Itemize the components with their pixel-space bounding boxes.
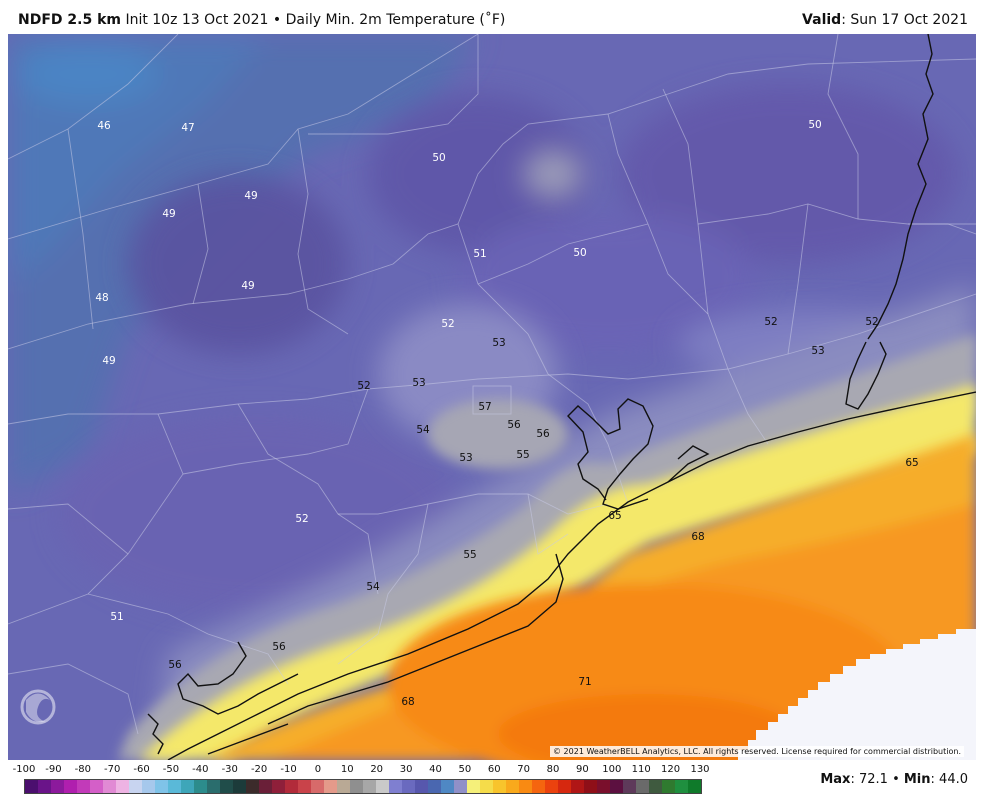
valid-time: Valid: Sun 17 Oct 2021	[802, 12, 968, 28]
max-label: Max	[820, 772, 851, 787]
copyright-notice: © 2021 WeatherBELL Analytics, LLC. All r…	[550, 746, 964, 757]
temperature-label: 52	[295, 513, 308, 525]
colorbar-tick: 50	[458, 764, 472, 775]
colorbar-tick: 20	[370, 764, 384, 775]
max-min-summary: Max: 72.1 • Min: 44.0	[820, 772, 968, 787]
temperature-label: 55	[516, 449, 529, 461]
colorbar-tick: 70	[517, 764, 531, 775]
min-label: Min	[903, 772, 931, 787]
temperature-label: 49	[162, 208, 175, 220]
colorbar-tick: 120	[661, 764, 681, 775]
map-header: NDFD 2.5 km Init 10z 13 Oct 2021 • Daily…	[0, 0, 984, 34]
colorbar-tick: 110	[631, 764, 651, 775]
init-time: Init 10z 13 Oct 2021	[125, 12, 269, 28]
valid-label: Valid	[802, 12, 842, 28]
colorbar-tick: -70	[104, 764, 121, 775]
product-name: Daily Min. 2m Temperature (˚F)	[285, 12, 506, 28]
temperature-label: 65	[608, 510, 621, 522]
temperature-label: 65	[905, 457, 918, 469]
model-name: NDFD 2.5 km	[18, 12, 121, 28]
map-canvas: 46 47 50 50 49 49 51 50 49 48 52 52 52 53 53 49 52 53 57 56…	[8, 34, 976, 760]
colorbar-tick: 30	[399, 764, 413, 775]
temperature-label: 53	[412, 377, 425, 389]
temperature-label: 50	[573, 247, 586, 259]
temperature-label: 52	[441, 318, 454, 330]
gulf-warm-field	[208, 434, 976, 760]
cool-northwest-field	[8, 34, 478, 494]
temperature-label: 48	[95, 292, 108, 304]
colorbar-tick: -30	[221, 764, 238, 775]
colorbar-tick: 60	[487, 764, 501, 775]
temperature-labels: 46 47 50 50 49 49 51 50 49 48 52 52 52 53 53 49 52 53 57 56…	[95, 119, 918, 708]
colorbar-tick: 90	[576, 764, 589, 775]
temperature-label: 71	[578, 676, 591, 688]
temperature-label: 56	[507, 419, 521, 431]
title-separator: •	[272, 12, 282, 28]
temperature-label: 47	[181, 122, 194, 134]
yellow-band	[138, 384, 976, 760]
colorbar-tick-labels: -100 -90 -80 -70 -60 -50 -40 -30 -20 -10 0 10 20 30 40…	[10, 764, 710, 778]
temperature-map[interactable]: 46 47 50 50 49 49 51 50 49 48 52 52 52 53 53 49 52 53 57 56…	[8, 34, 976, 760]
colorbar-tick: 100	[602, 764, 622, 775]
colorbar-tick: -50	[162, 764, 180, 775]
temperature-label: 52	[357, 380, 370, 392]
valid-date: : Sun 17 Oct 2021	[841, 12, 968, 28]
temperature-label: 46	[97, 120, 111, 132]
temperature-label: 68	[401, 696, 414, 708]
temperature-label: 56	[536, 428, 550, 440]
no-data-area	[738, 629, 976, 760]
temperature-label: 57	[478, 401, 491, 413]
colorbar-tick: -100	[12, 764, 36, 775]
colorbar-tick: 0	[314, 764, 322, 775]
min-value: : 44.0	[930, 772, 968, 787]
temperature-label: 49	[241, 280, 254, 292]
colorbar-tick: -80	[74, 764, 91, 775]
colorbar-tick: -90	[45, 764, 62, 775]
temperature-label: 54	[366, 581, 380, 593]
colorbar-tick: -40	[192, 764, 209, 775]
temperature-label: 51	[473, 248, 486, 260]
map-title: NDFD 2.5 km Init 10z 13 Oct 2021 • Daily…	[18, 12, 505, 28]
colorbar-tick: 10	[340, 764, 354, 775]
colorbar-tick: 80	[546, 764, 560, 775]
temperature-colorbar	[24, 779, 702, 794]
temperature-label: 54	[416, 424, 430, 436]
temperature-label: 55	[463, 549, 476, 561]
temperature-label: 50	[808, 119, 821, 131]
max-value: : 72.1	[850, 772, 888, 787]
temperature-label: 49	[102, 355, 115, 367]
temperature-label: 53	[492, 337, 505, 349]
weatherbell-logo	[18, 682, 108, 732]
temperature-label: 52	[865, 316, 878, 328]
temperature-label: 53	[811, 345, 824, 357]
stat-separator: •	[892, 772, 900, 787]
temperature-label: 51	[110, 611, 123, 623]
temperature-label: 49	[244, 190, 257, 202]
coastline	[147, 341, 976, 760]
temperature-label: 68	[691, 531, 704, 543]
temperature-label: 53	[459, 452, 472, 464]
temperature-label: 50	[432, 152, 445, 164]
colorbar-tick: 40	[429, 764, 442, 775]
colorbar-tick: -20	[250, 764, 268, 775]
colorbar-tick: 130	[690, 764, 710, 775]
state-border	[867, 34, 934, 340]
hurricane-swirl-icon	[20, 689, 56, 725]
temperature-label: 52	[764, 316, 777, 328]
colorbar-tick: -10	[280, 764, 297, 775]
county-borders	[8, 34, 976, 735]
temperature-label: 56	[168, 659, 182, 671]
colorbar-tick: -60	[133, 764, 150, 775]
temperature-label: 56	[272, 641, 286, 653]
